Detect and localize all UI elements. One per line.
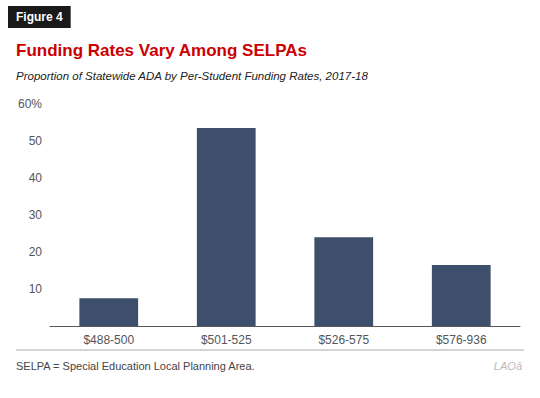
svg-text:SELPA = Special Education Loca: SELPA = Special Education Local Planning…: [16, 360, 255, 372]
svg-text:40: 40: [29, 171, 43, 185]
svg-text:60%: 60%: [18, 97, 42, 111]
svg-text:$576-936: $576-936: [436, 333, 487, 347]
svg-text:50: 50: [29, 134, 43, 148]
svg-text:LAOâ: LAOâ: [494, 360, 522, 372]
svg-text:20: 20: [29, 245, 43, 259]
svg-text:10: 10: [29, 282, 43, 296]
svg-text:30: 30: [29, 208, 43, 222]
svg-text:$488-500: $488-500: [83, 333, 134, 347]
svg-text:Proportion of Statewide ADA by: Proportion of Statewide ADA by Per-Stude…: [16, 70, 368, 82]
svg-text:Funding Rates Vary Among SELPA: Funding Rates Vary Among SELPAs: [16, 41, 307, 60]
svg-text:Figure 4: Figure 4: [16, 10, 63, 24]
svg-text:$501-525: $501-525: [201, 333, 252, 347]
svg-text:$526-575: $526-575: [318, 333, 369, 347]
